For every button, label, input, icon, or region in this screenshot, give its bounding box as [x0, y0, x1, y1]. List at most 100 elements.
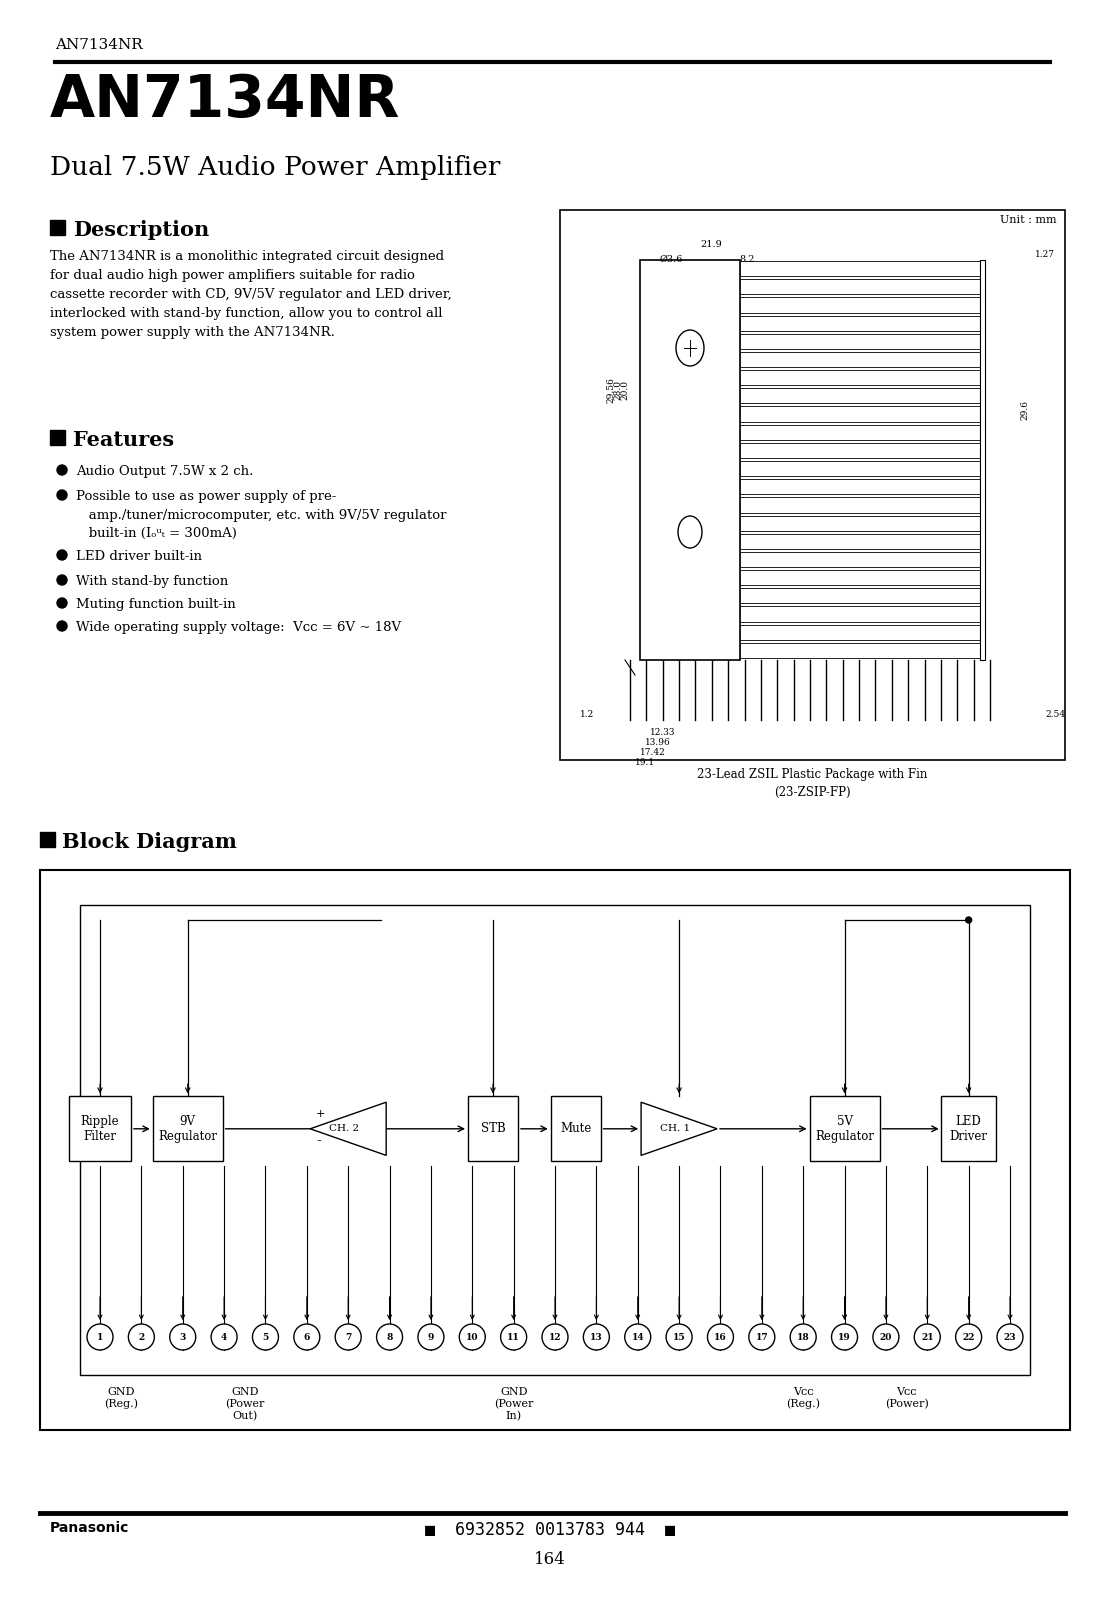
Bar [560, 210, 1065, 760]
Text: 18: 18 [796, 1333, 810, 1341]
Polygon shape [310, 1102, 386, 1155]
Bar [740, 570, 980, 586]
Bar [740, 424, 980, 440]
Text: 20: 20 [880, 1333, 892, 1341]
Text: -: - [316, 1134, 321, 1147]
Text: GND
(Power
In): GND (Power In) [494, 1387, 534, 1421]
Bar [740, 552, 980, 566]
Text: +: + [647, 1109, 657, 1118]
Text: 16: 16 [714, 1333, 727, 1341]
Text: 9V
Regulator: 9V Regulator [158, 1115, 217, 1142]
Circle shape [253, 1325, 278, 1350]
Bar [980, 259, 984, 659]
Text: The AN7134NR is a monolithic integrated circuit designed
for dual audio high pow: The AN7134NR is a monolithic integrated … [50, 250, 452, 339]
Text: 13: 13 [590, 1333, 603, 1341]
Circle shape [749, 1325, 774, 1350]
Bar [942, 1096, 997, 1162]
Bar [69, 1096, 131, 1162]
Circle shape [57, 598, 67, 608]
Bar [740, 643, 980, 658]
Bar [740, 334, 980, 349]
Text: 12.33: 12.33 [650, 728, 675, 738]
Text: With stand-by function: With stand-by function [76, 574, 229, 587]
Bar [740, 352, 980, 366]
Circle shape [336, 1325, 361, 1350]
Bar [740, 478, 980, 494]
Text: 6: 6 [304, 1333, 310, 1341]
Text: 29.56: 29.56 [606, 378, 615, 403]
Text: 9: 9 [428, 1333, 435, 1341]
Text: 5: 5 [262, 1333, 268, 1341]
Text: 3: 3 [179, 1333, 186, 1341]
Text: 2.54: 2.54 [1045, 710, 1065, 718]
Bar [740, 315, 980, 331]
Text: 20.0: 20.0 [620, 379, 629, 400]
Bar [740, 370, 980, 386]
Circle shape [966, 917, 971, 923]
Bar [740, 278, 980, 294]
Text: 17.42: 17.42 [640, 749, 666, 757]
Bar [740, 606, 980, 622]
Text: LED
Driver: LED Driver [949, 1115, 988, 1142]
Text: Block Diagram: Block Diagram [62, 832, 236, 851]
Text: Vᴄᴄ
(Reg.): Vᴄᴄ (Reg.) [786, 1387, 821, 1410]
Ellipse shape [676, 330, 704, 366]
Bar [740, 298, 980, 312]
Circle shape [376, 1325, 403, 1350]
Text: -: - [647, 1134, 652, 1147]
Text: Ripple
Filter: Ripple Filter [80, 1115, 119, 1142]
Text: GND
(Reg.): GND (Reg.) [103, 1387, 138, 1410]
Text: 10: 10 [466, 1333, 478, 1341]
Text: CH. 2: CH. 2 [329, 1125, 360, 1133]
Text: Audio Output 7.5W x 2 ch.: Audio Output 7.5W x 2 ch. [76, 466, 253, 478]
Bar [740, 498, 980, 512]
Circle shape [873, 1325, 899, 1350]
Text: Panasonic: Panasonic [50, 1522, 130, 1534]
Circle shape [57, 490, 67, 499]
Circle shape [211, 1325, 238, 1350]
Bar [50, 219, 65, 235]
Bar [810, 1096, 880, 1162]
Circle shape [997, 1325, 1023, 1350]
Circle shape [500, 1325, 527, 1350]
Circle shape [832, 1325, 858, 1350]
Text: 21: 21 [921, 1333, 934, 1341]
Text: 1.2: 1.2 [580, 710, 594, 718]
Bar [740, 389, 980, 403]
Circle shape [57, 621, 67, 630]
Bar [740, 443, 980, 458]
Bar [740, 406, 980, 422]
Text: 13.96: 13.96 [645, 738, 671, 747]
Text: 21.9: 21.9 [701, 240, 723, 250]
Circle shape [418, 1325, 444, 1350]
Text: Dual 7.5W Audio Power Amplifier: Dual 7.5W Audio Power Amplifier [50, 155, 501, 179]
Text: 15: 15 [673, 1333, 685, 1341]
Ellipse shape [678, 515, 702, 547]
Text: Possible to use as power supply of pre-
   amp./tuner/microcomputer, etc. with 9: Possible to use as power supply of pre- … [76, 490, 447, 541]
Text: Unit : mm: Unit : mm [1000, 214, 1057, 226]
Text: ■  6932852 0013783 944  ■: ■ 6932852 0013783 944 ■ [425, 1522, 675, 1539]
Text: Muting function built-in: Muting function built-in [76, 598, 235, 611]
Bar [740, 589, 980, 603]
Circle shape [460, 1325, 485, 1350]
Bar [153, 1096, 222, 1162]
Circle shape [57, 550, 67, 560]
Text: 17: 17 [756, 1333, 768, 1341]
Text: 12: 12 [549, 1333, 561, 1341]
Circle shape [956, 1325, 981, 1350]
Text: +: + [316, 1109, 326, 1118]
Text: 22: 22 [962, 1333, 975, 1341]
Text: CH. 1: CH. 1 [660, 1125, 691, 1133]
Circle shape [57, 574, 67, 586]
Text: Description: Description [73, 219, 209, 240]
Bar [40, 870, 1070, 1430]
Text: 7: 7 [345, 1333, 351, 1341]
Text: 1.27: 1.27 [1035, 250, 1055, 259]
Text: GND
(Power
Out): GND (Power Out) [226, 1387, 264, 1421]
Circle shape [87, 1325, 113, 1350]
Bar [468, 1096, 518, 1162]
Text: 23: 23 [1003, 1333, 1016, 1341]
Text: Features: Features [73, 430, 174, 450]
Bar [551, 1096, 601, 1162]
Circle shape [294, 1325, 320, 1350]
